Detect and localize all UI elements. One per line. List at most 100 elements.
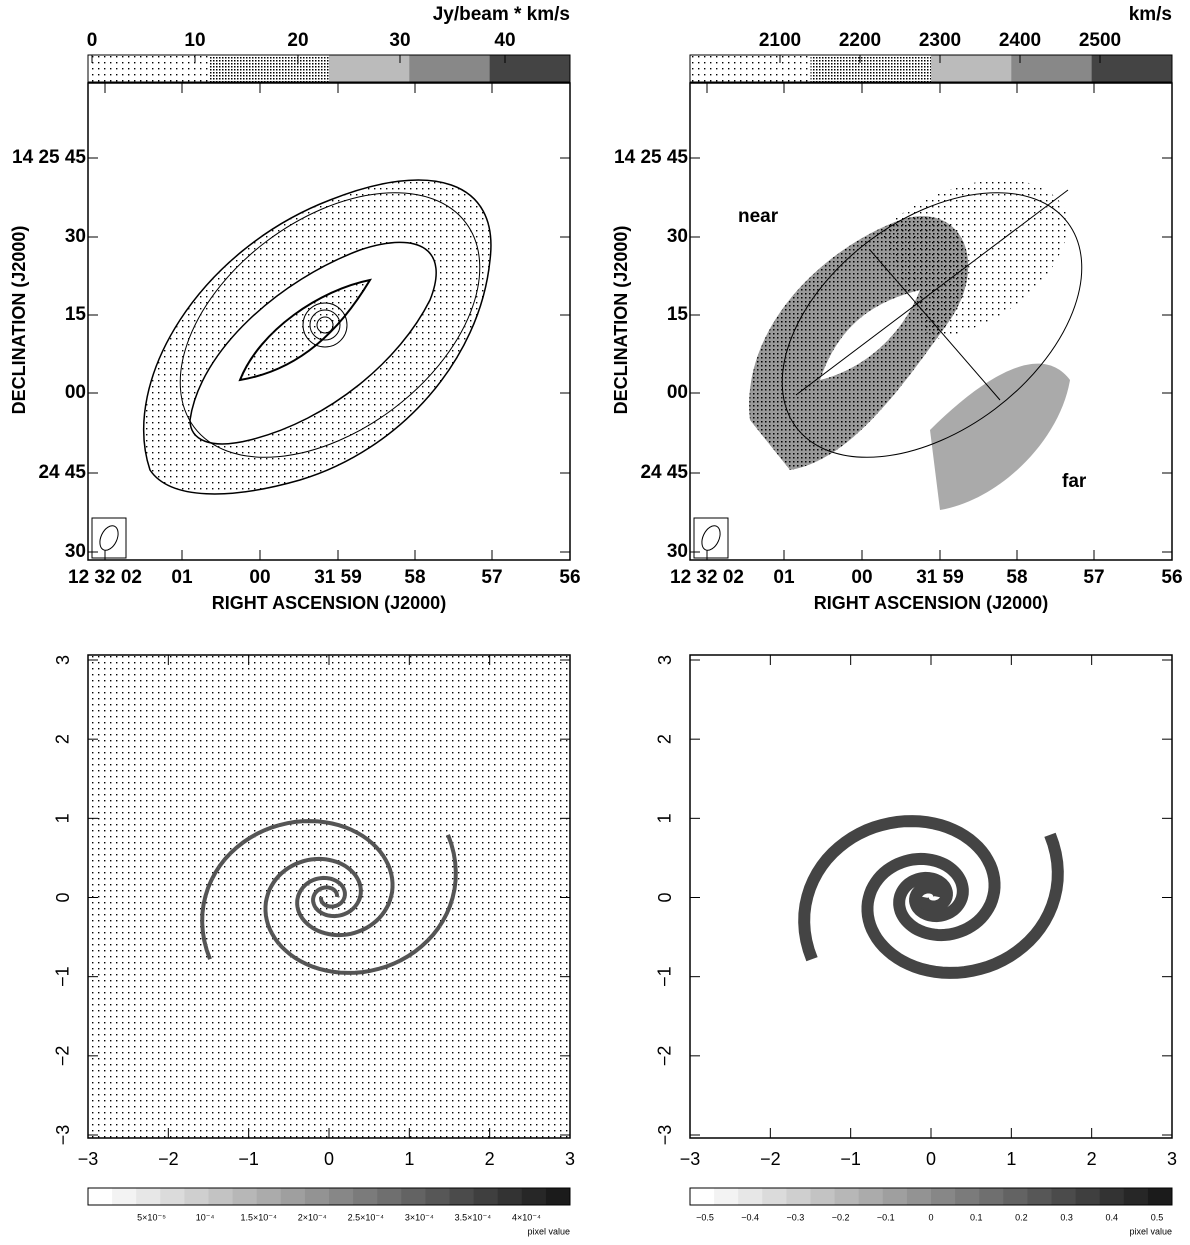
colorbar-tick-label: 2500 (1079, 30, 1121, 51)
colorbar-tick-label: 3.5×10⁻⁴ (455, 1212, 492, 1222)
colorbar-step (1051, 55, 1093, 82)
colorbar-step (449, 1188, 475, 1205)
y-tick-label: 15 (65, 304, 87, 325)
colorbar-tick-label: 40 (494, 30, 515, 51)
y-tick-label: 2 (655, 734, 675, 744)
y-tick-label: 0 (53, 892, 73, 902)
y-axis-label: DECLINATION (J2000) (611, 226, 631, 415)
colorbar-tick-label: 0 (87, 30, 98, 51)
colorbar-step (1011, 55, 1052, 82)
y-tick-label: 15 (667, 304, 689, 325)
y-tick-label: 1 (655, 813, 675, 823)
x-tick-label: −1 (840, 1149, 861, 1169)
colorbar-tick-label: 3×10⁻⁴ (405, 1212, 434, 1222)
colorbar-step (497, 1188, 523, 1205)
colorbar-tick-label: −0.1 (877, 1212, 895, 1222)
colorbar-step (1147, 1188, 1173, 1205)
x-tick-label: 12 32 02 (670, 567, 744, 588)
colorbar-step (232, 1188, 258, 1205)
colorbar-unit: km/s (1129, 4, 1172, 25)
colorbar-step (690, 1188, 715, 1205)
colorbar-step (1091, 55, 1133, 82)
colorbar-step (304, 1188, 330, 1205)
colorbar-tick-label: 0.3 (1060, 1212, 1073, 1222)
x-tick-label: −3 (680, 1149, 701, 1169)
colorbar-tick-label: 0.1 (970, 1212, 983, 1222)
colorbar-tick-label: 0.5 (1151, 1212, 1164, 1222)
colorbar-step (762, 1188, 787, 1205)
y-tick-label: 14 25 45 (614, 147, 688, 168)
colorbar-unit: Jy/beam * km/s (433, 4, 570, 25)
y-tick-label: 24 45 (38, 462, 86, 483)
y-tick-label: −2 (655, 1046, 675, 1067)
colorbar-step (738, 1188, 763, 1205)
colorbar-step (208, 55, 250, 82)
colorbar-step (329, 55, 370, 82)
y-tick-label: 24 45 (640, 462, 688, 483)
residual-spiral (798, 815, 1064, 979)
y-tick-label: −3 (53, 1125, 73, 1146)
colorbar-step (730, 55, 771, 82)
x-tick-label: 1 (1006, 1149, 1016, 1169)
x-tick-label: −1 (238, 1149, 259, 1169)
colorbar-step (280, 1188, 306, 1205)
x-tick-label: 00 (249, 567, 270, 588)
colorbar-step (1131, 55, 1173, 82)
colorbar-step (931, 55, 972, 82)
colorbar-step (971, 55, 1012, 82)
colorbar-tick-label: 2100 (759, 30, 801, 51)
x-tick-label: 57 (1083, 567, 1104, 588)
colorbar-tick-label: 30 (389, 30, 410, 51)
x-tick-label: 3 (565, 1149, 575, 1169)
x-tick-label: 58 (1006, 567, 1027, 588)
colorbar-step (88, 1188, 113, 1205)
y-tick-label: 14 25 45 (12, 147, 86, 168)
colorbar-step (882, 1188, 908, 1205)
y-tick-label: −1 (53, 966, 73, 987)
colorbar-label: pixel value (527, 1226, 570, 1236)
x-tick-label: −2 (158, 1149, 179, 1169)
y-tick-label: 2 (53, 734, 73, 744)
colorbar-step (810, 1188, 836, 1205)
colorbar-step (256, 1188, 282, 1205)
y-tick-label: 3 (655, 655, 675, 665)
annotation: far (1062, 471, 1087, 492)
spiral-arm (263, 834, 458, 975)
x-axis-label: RIGHT ASCENSION (J2000) (212, 593, 446, 613)
colorbar-step (248, 55, 290, 82)
colorbar-step (88, 55, 129, 82)
colorbar-step (770, 55, 811, 82)
y-tick-label: 30 (65, 226, 86, 247)
colorbar-tick-label: 0.4 (1106, 1212, 1119, 1222)
colorbar-tick-label: 2400 (999, 30, 1041, 51)
spiral-arm (861, 832, 1064, 979)
annotation: near (738, 206, 779, 227)
spiral-arm (798, 815, 1001, 962)
x-tick-label: 0 (926, 1149, 936, 1169)
colorbar-tick-label: −0.2 (832, 1212, 850, 1222)
colorbar-tick-label: 0.2 (1015, 1212, 1028, 1222)
colorbar-step (353, 1188, 378, 1205)
spiral-arm (200, 819, 395, 960)
colorbar-step (931, 1188, 956, 1205)
colorbar-step (208, 1188, 234, 1205)
y-tick-label: 00 (667, 382, 688, 403)
colorbar-step (473, 1188, 499, 1205)
colorbar-step (1123, 1188, 1149, 1205)
colorbar-tick-label: 10⁻⁴ (196, 1212, 215, 1222)
colorbar-step (449, 55, 491, 82)
x-tick-label: 1 (404, 1149, 414, 1169)
colorbar-label: pixel value (1129, 1226, 1172, 1236)
x-tick-label: 2 (485, 1149, 495, 1169)
colorbar-step (1099, 1188, 1125, 1205)
colorbar-step (401, 1188, 426, 1205)
model-image (88, 655, 570, 1138)
colorbar-step (979, 1188, 1004, 1205)
colorbar-tick-label: 2300 (919, 30, 961, 51)
y-tick-label: 30 (65, 541, 86, 562)
colorbar-step (112, 1188, 137, 1205)
colorbar-step (1027, 1188, 1052, 1205)
x-tick-label: 0 (324, 1149, 334, 1169)
colorbar-step (850, 55, 892, 82)
